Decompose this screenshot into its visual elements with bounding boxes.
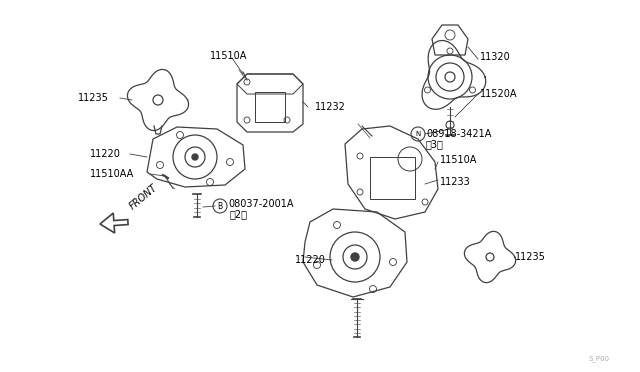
- Text: 11233: 11233: [440, 177, 471, 187]
- Text: N: N: [415, 131, 420, 137]
- Text: 〈3〉: 〈3〉: [426, 139, 444, 149]
- Text: FRONT: FRONT: [128, 183, 160, 212]
- Circle shape: [192, 154, 198, 160]
- Circle shape: [351, 253, 359, 261]
- Text: 11235: 11235: [515, 252, 546, 262]
- Text: 11220: 11220: [295, 255, 326, 265]
- Text: 11510AA: 11510AA: [90, 169, 134, 179]
- Text: 11520A: 11520A: [480, 89, 518, 99]
- Text: B: B: [218, 202, 223, 211]
- Text: 11235: 11235: [78, 93, 109, 103]
- Text: 11320: 11320: [480, 52, 511, 62]
- Bar: [370, 157, 415, 199]
- Text: 11510A: 11510A: [440, 155, 477, 165]
- Text: S_P00: S_P00: [589, 355, 610, 362]
- Polygon shape: [100, 213, 128, 233]
- Text: 11232: 11232: [315, 102, 346, 112]
- Text: 〈2〉: 〈2〉: [230, 209, 248, 219]
- Text: 11220: 11220: [90, 149, 121, 159]
- Text: 08037-2001A: 08037-2001A: [228, 199, 294, 209]
- Text: 08918-3421A: 08918-3421A: [426, 129, 492, 139]
- Bar: [255, 92, 285, 122]
- Text: 11510A: 11510A: [210, 51, 248, 61]
